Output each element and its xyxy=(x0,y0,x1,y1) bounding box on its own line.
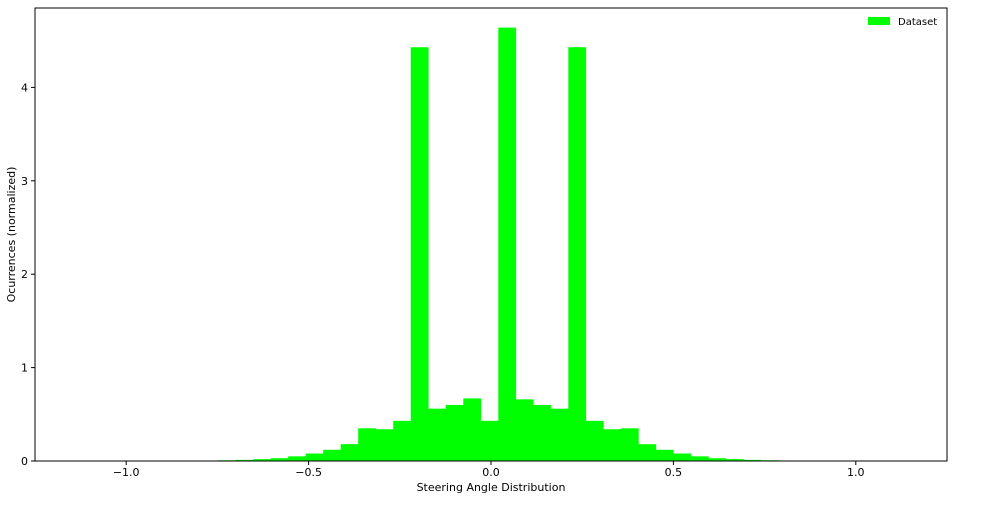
y-tick-label: 3 xyxy=(21,175,28,188)
histogram-bar xyxy=(340,444,359,461)
histogram-bar xyxy=(498,27,517,462)
histogram-bar xyxy=(655,449,674,461)
bars-layer xyxy=(183,27,797,462)
y-tick-label: 2 xyxy=(21,268,28,281)
histogram-bar xyxy=(725,459,744,461)
histogram-bar xyxy=(288,456,306,461)
histogram-bar xyxy=(690,456,709,461)
histogram-bar xyxy=(235,459,254,461)
histogram-bar xyxy=(515,399,534,461)
histogram-bar xyxy=(375,429,394,461)
histogram-bar xyxy=(428,408,447,461)
histogram-bar xyxy=(743,459,762,461)
legend-swatch xyxy=(868,17,890,25)
x-tick-label: −0.5 xyxy=(295,466,322,479)
histogram-bar xyxy=(603,429,622,461)
x-axis-ticks: −1.0 −0.5 0.0 0.5 1.0 xyxy=(113,461,865,479)
histogram-bar xyxy=(568,47,587,461)
histogram-bar xyxy=(480,420,499,461)
y-tick-label: 4 xyxy=(21,81,28,94)
histogram-bar xyxy=(270,458,289,461)
histogram-bar xyxy=(253,459,271,461)
histogram-bar xyxy=(533,404,552,461)
y-axis-label: Ocurrences (normalized) xyxy=(5,167,18,303)
histogram-bar xyxy=(305,453,324,461)
x-tick-label: 0.0 xyxy=(482,466,500,479)
x-tick-label: 1.0 xyxy=(847,466,865,479)
histogram-bar xyxy=(620,428,639,461)
y-tick-label: 1 xyxy=(21,362,28,375)
histogram-bar xyxy=(393,420,412,461)
legend-label: Dataset xyxy=(898,17,937,28)
legend: Dataset xyxy=(868,17,937,28)
x-axis-label: Steering Angle Distribution xyxy=(417,481,566,494)
histogram-bar xyxy=(323,449,341,461)
histogram-bar xyxy=(708,458,727,461)
histogram-bar xyxy=(673,453,692,461)
histogram-bar xyxy=(410,47,429,461)
x-tick-label: −1.0 xyxy=(113,466,140,479)
x-tick-label: 0.5 xyxy=(665,466,683,479)
plot-frame xyxy=(34,7,948,462)
histogram-bar xyxy=(550,408,569,461)
histogram-bar xyxy=(638,444,657,461)
histogram-bar xyxy=(463,398,482,461)
histogram-bar xyxy=(358,428,377,461)
histogram-bar xyxy=(585,420,604,461)
histogram-bar xyxy=(445,404,464,461)
y-axis-ticks: 0 1 2 3 4 xyxy=(21,81,35,468)
y-tick-label: 0 xyxy=(21,455,28,468)
